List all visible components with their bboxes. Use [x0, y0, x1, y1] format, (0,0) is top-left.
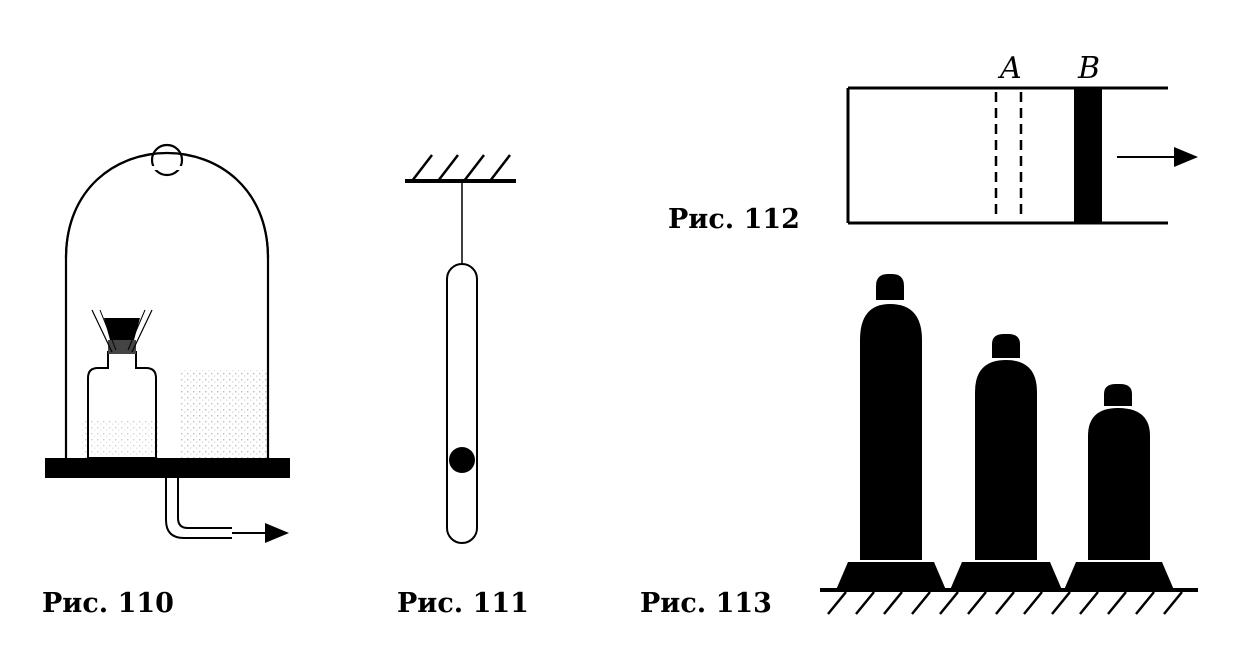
bell-jar-top-arc [64, 151, 270, 259]
figure-113-gas-cylinders: Рис. 113 [640, 274, 1198, 619]
pump-tube [165, 478, 232, 539]
ball-icon [449, 447, 475, 473]
gas-cylinder-medium [950, 334, 1062, 590]
gas-cylinder-small [1064, 384, 1174, 590]
piston-b [1074, 88, 1102, 223]
figure-110-caption: Рис. 110 [42, 588, 174, 619]
figure-112-caption: Рис. 112 [668, 204, 800, 235]
figure-112-piston-cylinder: A B Рис. 112 [668, 51, 1198, 235]
bottle-stipple-area [82, 420, 158, 458]
figure-111-hanging-tube: Рис. 111 [397, 154, 529, 619]
bell-jar-knob [150, 143, 184, 177]
figure-110-bell-jar: Рис. 110 [42, 143, 290, 619]
base-plate [45, 458, 290, 478]
glass-tube [446, 263, 478, 544]
ground-hatching [827, 591, 1183, 615]
label-a: A [997, 51, 1022, 86]
figure-113-caption: Рис. 113 [640, 588, 772, 619]
figure-111-caption: Рис. 111 [397, 588, 529, 619]
jar-stipple-area [180, 370, 268, 458]
stopper-icon [104, 318, 140, 340]
gas-cylinder-large [836, 274, 946, 590]
label-b: B [1077, 51, 1100, 86]
